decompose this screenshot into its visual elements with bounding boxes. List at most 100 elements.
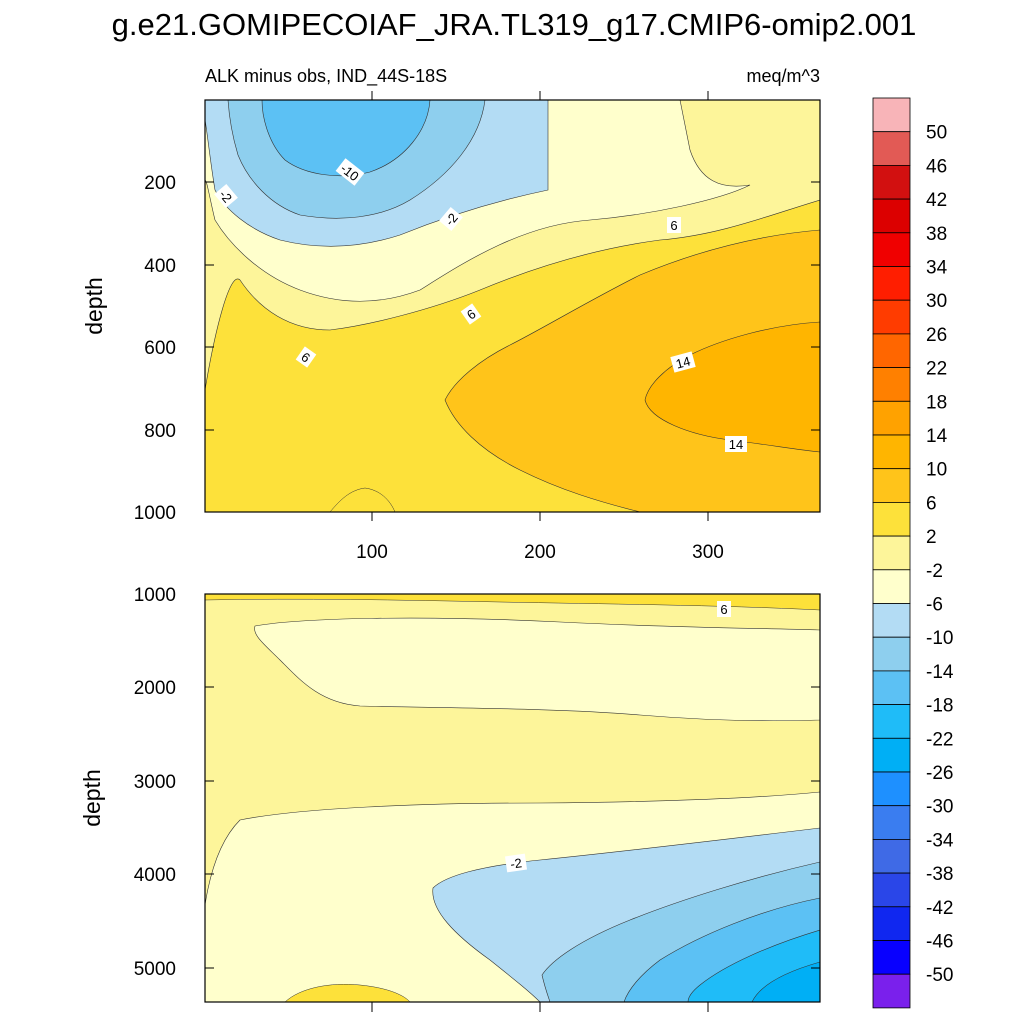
upper-y-axis-label: depth <box>81 277 107 335</box>
colorbar-label: 10 <box>926 460 947 481</box>
colorbar-label: -46 <box>926 932 953 953</box>
contour-label: 14 <box>670 351 696 373</box>
colorbar-label: 42 <box>926 190 947 211</box>
colorbar-swatch <box>872 906 911 941</box>
upper-ytick-label: 800 <box>144 421 176 442</box>
lower-y-axis-label: depth <box>79 769 105 827</box>
upper-ytick-label: 200 <box>144 173 176 194</box>
subtitle-variable: ALK minus obs <box>205 66 326 86</box>
lower-ytick-label: 3000 <box>134 772 176 793</box>
colorbar-label: -18 <box>926 696 953 717</box>
colorbar-swatch <box>872 333 911 368</box>
colorbar-swatch <box>872 603 911 638</box>
colorbar-label: 18 <box>926 392 947 413</box>
colorbar-label: -30 <box>926 797 953 818</box>
upper-y-tick-labels: 200 400 600 800 1000 <box>134 173 176 524</box>
colorbar-label: -42 <box>926 898 953 919</box>
colorbar-swatch <box>872 299 911 335</box>
colorbar-swatch <box>872 839 911 874</box>
upper-band-m14-m10 <box>261 100 431 177</box>
colorbar-swatch <box>872 940 911 975</box>
colorbar-swatch <box>872 737 911 773</box>
colorbar-swatch <box>872 771 911 807</box>
colorbar-swatch <box>872 535 911 571</box>
contour-label-text: 6 <box>720 602 727 617</box>
lower-band-bottom-warm <box>284 984 411 1002</box>
colorbar-label: 14 <box>926 426 948 447</box>
contour-label: 14 <box>725 436 747 452</box>
upper-xtick-label: 100 <box>356 542 388 563</box>
lower-ytick-label: 5000 <box>134 959 176 980</box>
colorbar-swatch <box>872 501 911 537</box>
colorbar-label: 34 <box>926 258 948 279</box>
upper-contour-labels: -10 -2 -2 6 6 6 14 14 <box>214 158 747 452</box>
colorbar-label: -6 <box>926 595 943 616</box>
colorbar-swatch <box>872 468 911 503</box>
upper-y-ticks <box>205 91 820 521</box>
colorbar-label: -26 <box>926 763 953 784</box>
colorbar-label: 50 <box>926 123 947 144</box>
upper-band-bottom <box>329 487 396 512</box>
colorbar-label: 6 <box>926 493 937 514</box>
figure-title: g.e21.GOMIPECOIAF_JRA.TL319_g17.CMIP6-om… <box>112 7 917 42</box>
contour-label: 6 <box>295 346 317 368</box>
colorbar-swatch <box>872 434 911 470</box>
colorbar-label: -2 <box>926 561 943 582</box>
lower-contour-fill <box>205 594 820 1002</box>
colorbar-swatch <box>872 164 911 200</box>
lower-band-6-10 <box>205 594 820 611</box>
contour-label-text: 14 <box>729 437 743 452</box>
colorbar-swatch <box>872 805 911 840</box>
upper-units-label: meq/m^3 <box>747 66 820 86</box>
contour-label: -2 <box>504 853 528 873</box>
lower-ytick-label: 4000 <box>134 865 176 886</box>
colorbar-label: 38 <box>926 224 947 245</box>
colorbar-swatch <box>872 232 911 267</box>
colorbar-swatch <box>872 704 911 739</box>
contour-label: 6 <box>717 601 731 617</box>
lower-band-m2-2-top <box>254 617 820 722</box>
colorbar-swatch <box>872 670 911 706</box>
contour-label: -2 <box>439 206 463 232</box>
contour-label: 6 <box>667 217 681 233</box>
colorbar-swatch <box>872 973 911 1009</box>
lower-ytick-label: 2000 <box>134 678 176 699</box>
colorbar-label: -22 <box>926 729 953 750</box>
colorbar-label: -34 <box>926 830 954 851</box>
upper-x-tick-labels: 100 200 300 <box>356 542 724 563</box>
lower-ytick-label: 1000 <box>134 585 176 606</box>
colorbar-labels: 50 46 42 38 34 30 26 22 18 14 10 6 2 -2 -6 -10 -14 -18 -22… <box>926 123 954 987</box>
contour-label-text: 14 <box>674 353 692 371</box>
colorbar-label: -50 <box>926 965 953 986</box>
colorbar-label: -38 <box>926 864 953 885</box>
colorbar-label: -10 <box>926 628 953 649</box>
colorbar-swatch <box>872 400 911 436</box>
colorbar-label: 22 <box>926 359 947 380</box>
colorbar-swatch <box>872 367 911 402</box>
colorbar-label: 2 <box>926 527 937 548</box>
lower-y-tick-labels: 1000 2000 3000 4000 5000 <box>134 585 176 980</box>
upper-plot-frame <box>204 99 821 513</box>
colorbar-swatch <box>872 131 911 166</box>
colorbar-swatch <box>872 266 911 301</box>
colorbar-swatch <box>872 569 911 604</box>
colorbar-swatch <box>872 198 911 234</box>
contour-label-text: -2 <box>509 855 523 871</box>
lower-contour-labels: 6 -2 <box>504 601 731 873</box>
colorbar-swatch <box>872 97 911 133</box>
upper-xtick-label: 300 <box>692 542 724 563</box>
colorbar <box>872 97 911 1009</box>
upper-ytick-label: 400 <box>144 256 176 277</box>
colorbar-swatch <box>872 636 911 672</box>
colorbar-label: 30 <box>926 291 947 312</box>
upper-contour-fill <box>205 100 820 512</box>
upper-ytick-label: 1000 <box>134 503 176 524</box>
colorbar-label: -14 <box>926 662 954 683</box>
contour-label: -2 <box>214 183 238 209</box>
upper-ytick-label: 600 <box>144 338 176 359</box>
upper-subtitle-left: ALK minus obs, IND_44S-18S <box>205 66 447 87</box>
colorbar-label: 46 <box>926 156 947 177</box>
subtitle-region: IND_44S-18S <box>336 66 447 87</box>
upper-xtick-label: 200 <box>524 542 556 563</box>
